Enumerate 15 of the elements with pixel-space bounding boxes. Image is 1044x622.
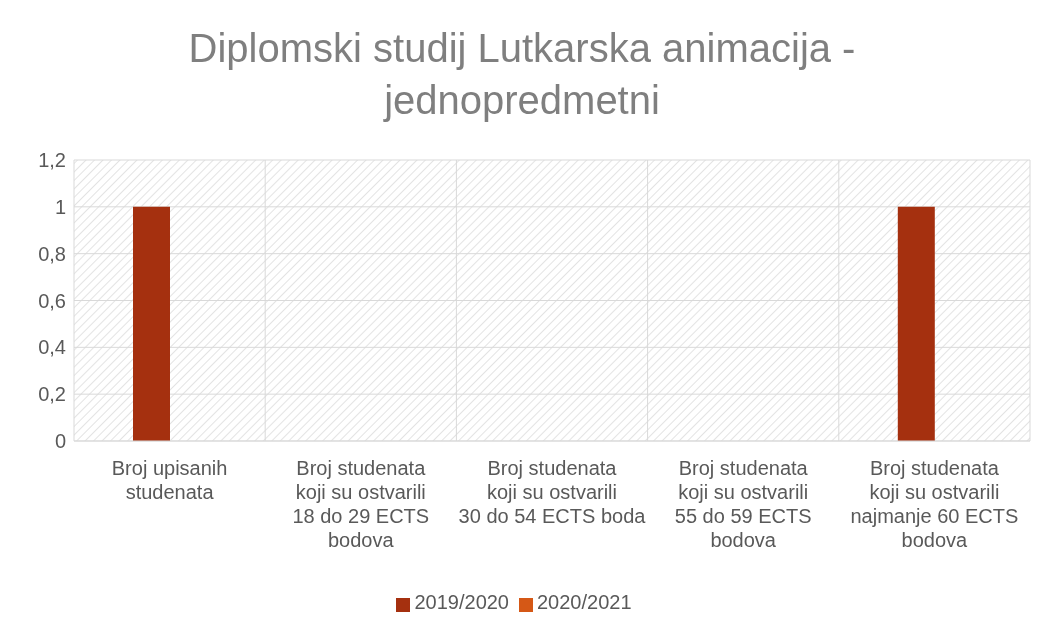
y-tick-label: 0,6: [38, 289, 66, 312]
x-tick-label: Broj upisanih studenata: [111, 457, 228, 503]
x-tick-label: Broj studenata koji su ostvarili 55 do 59 ECTS bodova: [674, 457, 812, 551]
y-tick-label: 0,8: [38, 242, 66, 265]
y-tick-label: 0,4: [38, 336, 66, 359]
legend-label: 2020/2021: [537, 591, 632, 613]
y-tick-label: 0: [54, 430, 66, 453]
x-tick-label: Broj studenata koji su ostvarili 18 do 29 ECTS bodova: [292, 457, 430, 551]
x-tick-label: Broj studenata koji su ostvarili najmanje 60 ECTS bodova: [850, 457, 1019, 551]
y-tick-label: 1: [54, 195, 66, 218]
y-tick-label: 1,2: [38, 149, 66, 172]
chart-title: Diplomski studij Lutkarska animacija - jednopredmetni: [187, 25, 857, 124]
x-tick-label: Broj studenata koji su ostvarili 30 do 54 ECTS boda: [458, 457, 647, 527]
legend-label: 2019/2020: [414, 591, 509, 613]
y-tick-label: 0,2: [38, 383, 66, 406]
